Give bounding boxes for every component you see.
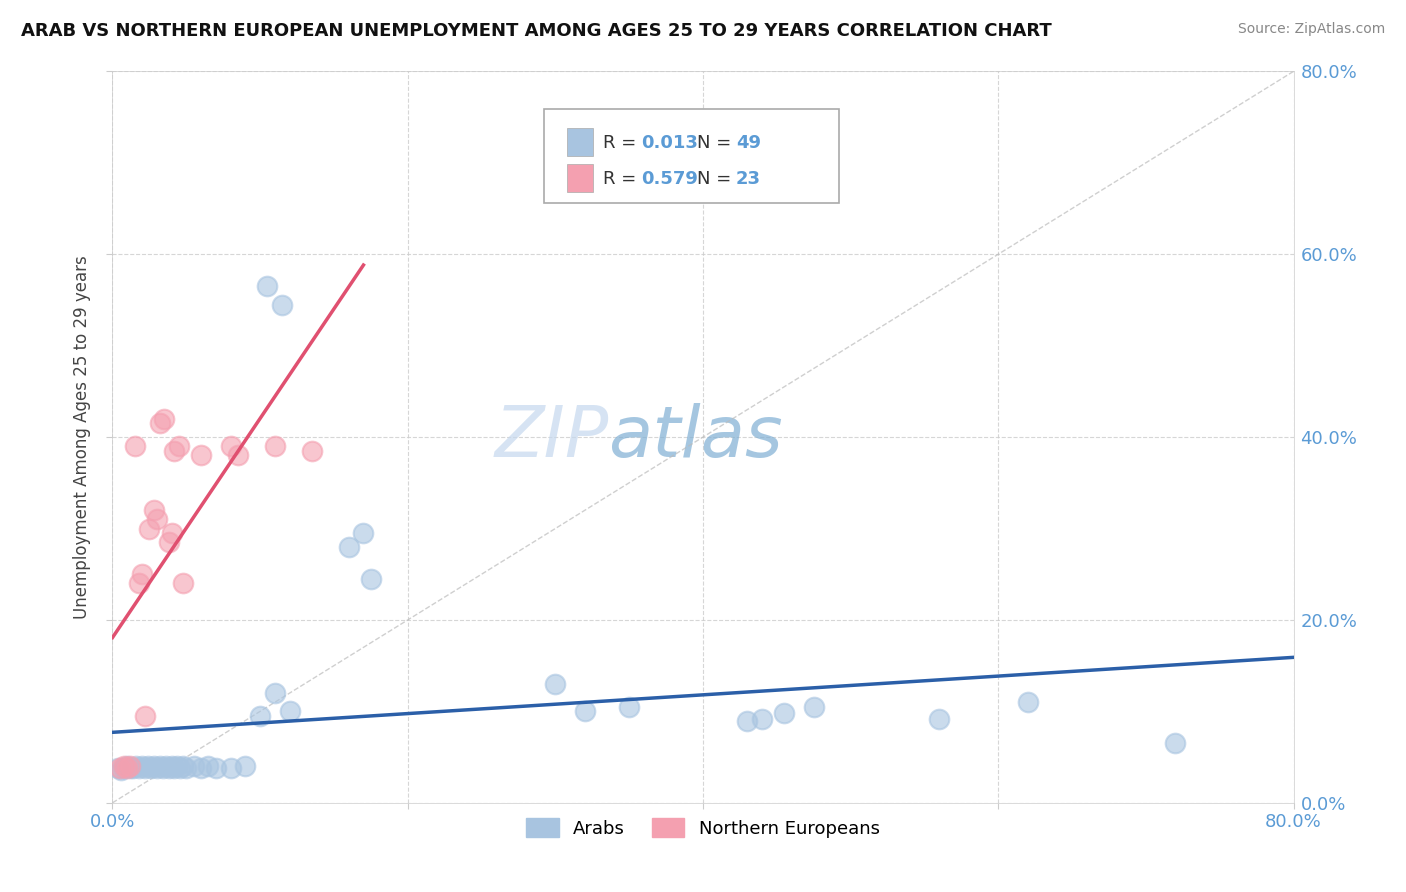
Point bbox=[131, 567, 153, 582]
Point bbox=[219, 761, 242, 775]
Point bbox=[142, 759, 165, 773]
Point bbox=[271, 297, 294, 311]
Text: N =: N = bbox=[697, 134, 737, 152]
Point bbox=[134, 709, 156, 723]
Point bbox=[163, 443, 186, 458]
Point bbox=[120, 759, 142, 773]
Point bbox=[146, 512, 169, 526]
Point bbox=[256, 279, 278, 293]
Point bbox=[172, 759, 194, 773]
Point bbox=[138, 521, 160, 535]
Point bbox=[136, 759, 159, 773]
Point bbox=[163, 761, 186, 775]
Point bbox=[190, 448, 212, 462]
Point bbox=[128, 576, 150, 591]
Text: atlas: atlas bbox=[609, 402, 783, 472]
Point bbox=[773, 706, 796, 721]
Point bbox=[803, 699, 825, 714]
Point bbox=[1164, 736, 1187, 750]
Point bbox=[149, 417, 172, 431]
Point bbox=[166, 759, 188, 773]
Point bbox=[122, 761, 145, 775]
Point bbox=[157, 761, 180, 775]
Point bbox=[751, 712, 773, 726]
Point bbox=[157, 535, 180, 549]
Point bbox=[352, 526, 374, 541]
Point bbox=[146, 761, 169, 775]
Text: 23: 23 bbox=[737, 169, 761, 188]
Text: Source: ZipAtlas.com: Source: ZipAtlas.com bbox=[1237, 22, 1385, 37]
Point bbox=[264, 439, 287, 453]
Point bbox=[153, 412, 176, 426]
Point bbox=[172, 576, 194, 591]
Point bbox=[219, 439, 242, 453]
Text: 49: 49 bbox=[737, 134, 761, 152]
Point bbox=[301, 443, 323, 458]
Point bbox=[278, 705, 301, 719]
Point bbox=[160, 526, 183, 541]
Point bbox=[117, 761, 138, 775]
Point bbox=[737, 714, 759, 728]
Text: 0.013: 0.013 bbox=[641, 134, 699, 152]
Point bbox=[183, 759, 205, 773]
Point bbox=[142, 503, 165, 517]
Point bbox=[160, 759, 183, 773]
Point bbox=[110, 763, 132, 777]
Text: 0.579: 0.579 bbox=[641, 169, 699, 188]
Bar bbox=[567, 164, 593, 192]
Point bbox=[544, 677, 567, 691]
Point bbox=[233, 759, 256, 773]
Point bbox=[1017, 695, 1039, 709]
Point bbox=[124, 439, 146, 453]
Point bbox=[134, 761, 156, 775]
Point bbox=[155, 759, 177, 773]
Text: R =: R = bbox=[603, 134, 641, 152]
Text: N =: N = bbox=[697, 169, 737, 188]
Point bbox=[125, 759, 148, 773]
Y-axis label: Unemployment Among Ages 25 to 29 years: Unemployment Among Ages 25 to 29 years bbox=[73, 255, 91, 619]
Point bbox=[928, 712, 950, 726]
Point bbox=[149, 759, 172, 773]
Point bbox=[574, 705, 596, 719]
FancyBboxPatch shape bbox=[544, 110, 839, 203]
Point bbox=[174, 761, 197, 775]
Text: R =: R = bbox=[603, 169, 641, 188]
Point bbox=[169, 761, 191, 775]
Point bbox=[226, 448, 249, 462]
Bar bbox=[567, 128, 593, 156]
Text: ARAB VS NORTHERN EUROPEAN UNEMPLOYMENT AMONG AGES 25 TO 29 YEARS CORRELATION CHA: ARAB VS NORTHERN EUROPEAN UNEMPLOYMENT A… bbox=[21, 22, 1052, 40]
Point bbox=[197, 759, 219, 773]
Legend: Arabs, Northern Europeans: Arabs, Northern Europeans bbox=[519, 811, 887, 845]
Point bbox=[360, 572, 382, 586]
Point bbox=[112, 759, 135, 773]
Point bbox=[139, 761, 162, 775]
Point bbox=[190, 761, 212, 775]
Point bbox=[107, 761, 129, 775]
Point bbox=[108, 761, 131, 775]
Point bbox=[131, 759, 153, 773]
Point bbox=[152, 761, 174, 775]
Point bbox=[167, 439, 190, 453]
Point bbox=[264, 686, 287, 700]
Point bbox=[120, 761, 142, 775]
Point bbox=[112, 761, 135, 775]
Point bbox=[205, 761, 228, 775]
Point bbox=[117, 759, 138, 773]
Text: ZIP: ZIP bbox=[494, 402, 609, 472]
Point bbox=[249, 709, 271, 723]
Point bbox=[128, 761, 150, 775]
Point bbox=[337, 540, 360, 554]
Point bbox=[619, 699, 641, 714]
